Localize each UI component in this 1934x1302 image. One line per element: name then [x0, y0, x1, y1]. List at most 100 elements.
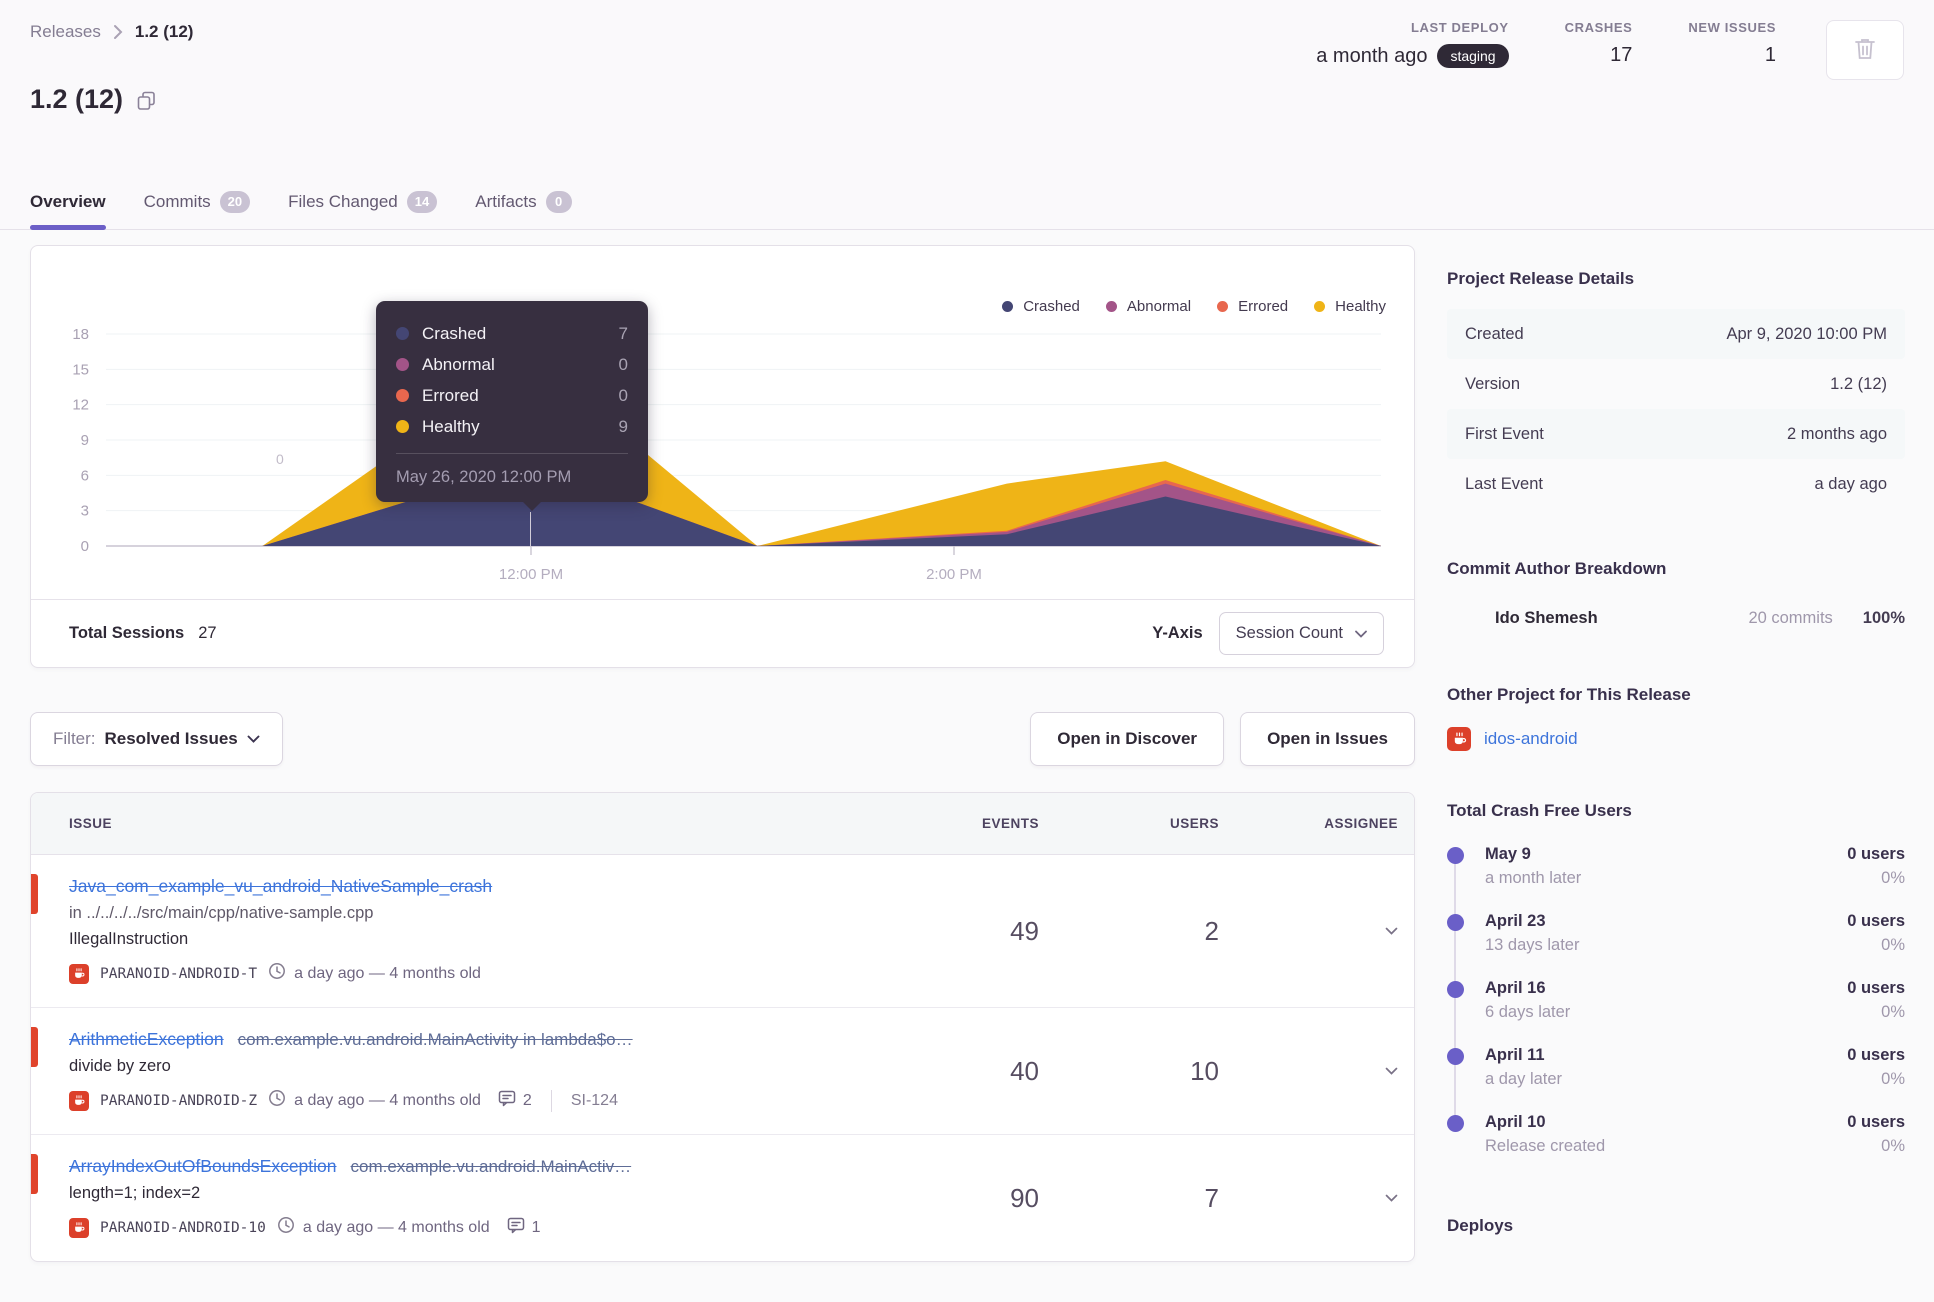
chevron-right-icon	[113, 24, 123, 40]
commit-author-row: Ido Shemesh 20 commits 100%	[1447, 601, 1905, 635]
issue-users-count: 2	[1204, 915, 1219, 946]
chevron-down-icon	[1355, 630, 1367, 638]
breadcrumb-releases-link[interactable]: Releases	[30, 22, 101, 41]
assignee-avatar[interactable]	[1339, 1053, 1375, 1089]
table-row: ArithmeticException com.example.vu.andro…	[31, 1008, 1414, 1135]
tab-artifacts[interactable]: Artifacts 0	[475, 191, 572, 229]
legend-item-healthy[interactable]: Healthy	[1314, 298, 1386, 315]
tab-files-changed[interactable]: Files Changed 14	[288, 191, 438, 229]
timeline-subtitle: a month later	[1485, 869, 1582, 887]
table-row: ArrayIndexOutOfBoundsException com.examp…	[31, 1135, 1414, 1261]
project-slug[interactable]: PARANOID-ANDROID-T	[100, 965, 258, 982]
abnormal-dot-icon	[1105, 301, 1117, 312]
open-in-discover-button[interactable]: Open in Discover	[1030, 712, 1225, 766]
chevron-down-icon[interactable]	[1385, 1067, 1398, 1075]
issues-filter-dropdown[interactable]: Filter: Resolved Issues	[30, 712, 283, 766]
total-sessions-value: 27	[198, 624, 217, 642]
author-commit-count: 20 commits	[1748, 608, 1833, 627]
comment-count[interactable]: 2	[522, 1091, 532, 1109]
legend-item-errored[interactable]: Errored	[1217, 298, 1288, 315]
detail-value: a day ago	[1814, 474, 1887, 493]
crash-free-percent: 0%	[1881, 1003, 1905, 1021]
tab-commits[interactable]: Commits 20	[144, 191, 251, 229]
svg-text:0: 0	[81, 538, 89, 555]
release-detail-page: Releases 1.2 (12) LAST DEPLOY a month ag…	[0, 20, 1934, 1262]
clock-icon	[277, 1216, 295, 1239]
abnormal-dot-icon	[396, 358, 409, 371]
project-slug[interactable]: PARANOID-ANDROID-10	[100, 1219, 266, 1236]
legend-item-crashed[interactable]: Crashed	[1002, 298, 1080, 315]
issue-culprit: com.example.vu.android.MainActiv…	[350, 1157, 632, 1176]
tab-label: Commits	[143, 192, 211, 212]
clock-icon	[268, 1089, 286, 1112]
timeline-dot-icon	[1447, 1048, 1464, 1065]
chevron-down-icon[interactable]	[1385, 927, 1398, 935]
crash-free-percent: 0%	[1881, 1070, 1905, 1088]
tooltip-row: Crashed 7	[396, 318, 628, 349]
commit-author-title: Commit Author Breakdown	[1447, 559, 1667, 578]
svg-text:9: 9	[81, 432, 89, 449]
tooltip-pointer-line	[530, 512, 531, 546]
content: 0 3 6 9 12 15 18 12:00 PM 2:00 PM Crashed Abnorm…	[0, 230, 1934, 1262]
detail-value: 2 months ago	[1787, 424, 1887, 443]
issue-message: divide by zero	[69, 1057, 171, 1075]
chevron-down-icon	[247, 735, 260, 743]
table-row: Java_com_example_vu_android_NativeSample…	[31, 855, 1414, 1008]
detail-row-last-event: Last Event a day ago	[1447, 459, 1905, 509]
errored-dot-icon	[1217, 301, 1229, 312]
svg-text:3: 3	[81, 503, 89, 520]
issue-events-count: 40	[1010, 1055, 1039, 1086]
issue-title-link[interactable]: ArithmeticException	[69, 1029, 224, 1049]
legend-item-abnormal[interactable]: Abnormal	[1105, 298, 1192, 315]
issues-table: ISSUE EVENTS USERS ASSIGNEE Java_com_exa…	[30, 792, 1415, 1262]
assignee-avatar[interactable]	[1339, 913, 1375, 949]
issue-annotation[interactable]: SI-124	[570, 1091, 618, 1109]
commit-author-section: Commit Author Breakdown Ido Shemesh 20 c…	[1447, 559, 1905, 635]
issue-age: a day ago — 4 months old	[294, 1091, 481, 1109]
project-coffee-icon	[69, 1090, 89, 1111]
timeline-dot-icon	[1447, 914, 1464, 931]
issue-message: IllegalInstruction	[69, 930, 189, 948]
header-stats: LAST DEPLOY a month ago staging CRASHES …	[1316, 20, 1904, 80]
crash-free-users: 0 users	[1847, 1113, 1905, 1131]
detail-label: First Event	[1465, 424, 1544, 443]
issue-age: a day ago — 4 months old	[302, 1218, 490, 1236]
project-coffee-icon	[69, 1217, 89, 1238]
legend-label: Abnormal	[1126, 298, 1192, 315]
svg-text:15: 15	[72, 361, 89, 378]
issue-title-link[interactable]: Java_com_example_vu_android_NativeSample…	[69, 876, 493, 896]
healthy-dot-icon	[396, 420, 409, 433]
tab-count-badge: 0	[545, 191, 572, 213]
open-in-issues-button[interactable]: Open in Issues	[1240, 712, 1415, 766]
timeline-date: April 11	[1485, 1046, 1545, 1064]
yaxis-select-dropdown[interactable]: Session Count	[1218, 612, 1384, 655]
column-issue: ISSUE	[69, 816, 113, 831]
copy-version-button[interactable]	[137, 91, 156, 113]
list-item: April 11 a day later 0 users 0%	[1447, 1046, 1905, 1113]
tab-overview[interactable]: Overview	[30, 191, 106, 230]
svg-text:6: 6	[81, 467, 89, 484]
healthy-dot-icon	[1314, 301, 1326, 312]
tab-label: Files Changed	[288, 192, 398, 212]
project-slug[interactable]: PARANOID-ANDROID-Z	[100, 1092, 258, 1109]
release-details-table: Created Apr 9, 2020 10:00 PM Version 1.2…	[1447, 309, 1905, 509]
breadcrumb-current: 1.2 (12)	[134, 22, 194, 41]
delete-release-button[interactable]	[1826, 20, 1904, 80]
detail-label: Version	[1465, 374, 1521, 393]
assignee-avatar[interactable]	[1339, 1180, 1375, 1216]
tab-label: Overview	[30, 192, 106, 212]
issue-title-link[interactable]: ArrayIndexOutOfBoundsException	[69, 1156, 337, 1176]
other-project-link[interactable]: idos-android	[1484, 729, 1578, 748]
author-avatar	[1447, 601, 1481, 635]
timeline-date: April 10	[1485, 1113, 1546, 1131]
comment-count[interactable]: 1	[531, 1218, 541, 1236]
svg-text:18: 18	[72, 326, 89, 343]
timeline-subtitle: 6 days later	[1485, 1003, 1571, 1021]
total-sessions-label: Total Sessions	[69, 624, 185, 642]
tooltip-label: Abnormal	[422, 354, 495, 374]
chevron-down-icon[interactable]	[1385, 1194, 1398, 1202]
svg-text:2:00 PM: 2:00 PM	[926, 566, 982, 583]
svg-text:12:00 PM: 12:00 PM	[499, 566, 563, 583]
crash-free-title: Total Crash Free Users	[1447, 801, 1632, 820]
other-project-section: Other Project for This Release idos-andr…	[1447, 685, 1905, 751]
